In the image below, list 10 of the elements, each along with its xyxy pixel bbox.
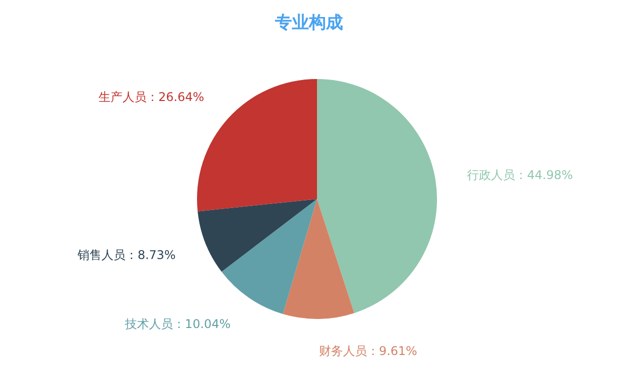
slice-label: 行政人员：44.98% bbox=[467, 168, 573, 182]
slice-label: 技术人员：10.04% bbox=[124, 317, 231, 332]
chart-title: 专业构成 bbox=[274, 13, 343, 33]
pie-slice bbox=[222, 199, 317, 314]
pie-slice bbox=[282, 199, 354, 319]
slice-label: 生产人员：26.64% bbox=[98, 90, 204, 104]
pie-slice bbox=[198, 199, 317, 272]
slice-label: 销售人员：8.73% bbox=[76, 248, 176, 262]
slice-label: 财务人员：9.61% bbox=[319, 344, 418, 358]
pie-slice bbox=[317, 79, 437, 314]
